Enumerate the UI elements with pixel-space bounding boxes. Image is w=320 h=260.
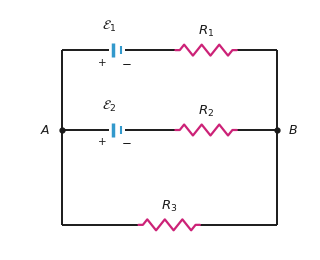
Text: $A$: $A$ [40,124,50,136]
Text: $B$: $B$ [288,124,298,136]
Text: $+$: $+$ [98,136,107,147]
Text: $\mathcal{E}_2$: $\mathcal{E}_2$ [102,99,116,114]
Text: $-$: $-$ [121,56,132,69]
Text: $-$: $-$ [121,135,132,148]
Text: $R_2$: $R_2$ [198,104,214,119]
Text: $+$: $+$ [98,57,107,68]
Text: $R_3$: $R_3$ [161,199,177,214]
Text: $R_1$: $R_1$ [198,24,214,39]
Text: $\mathcal{E}_1$: $\mathcal{E}_1$ [102,19,116,34]
